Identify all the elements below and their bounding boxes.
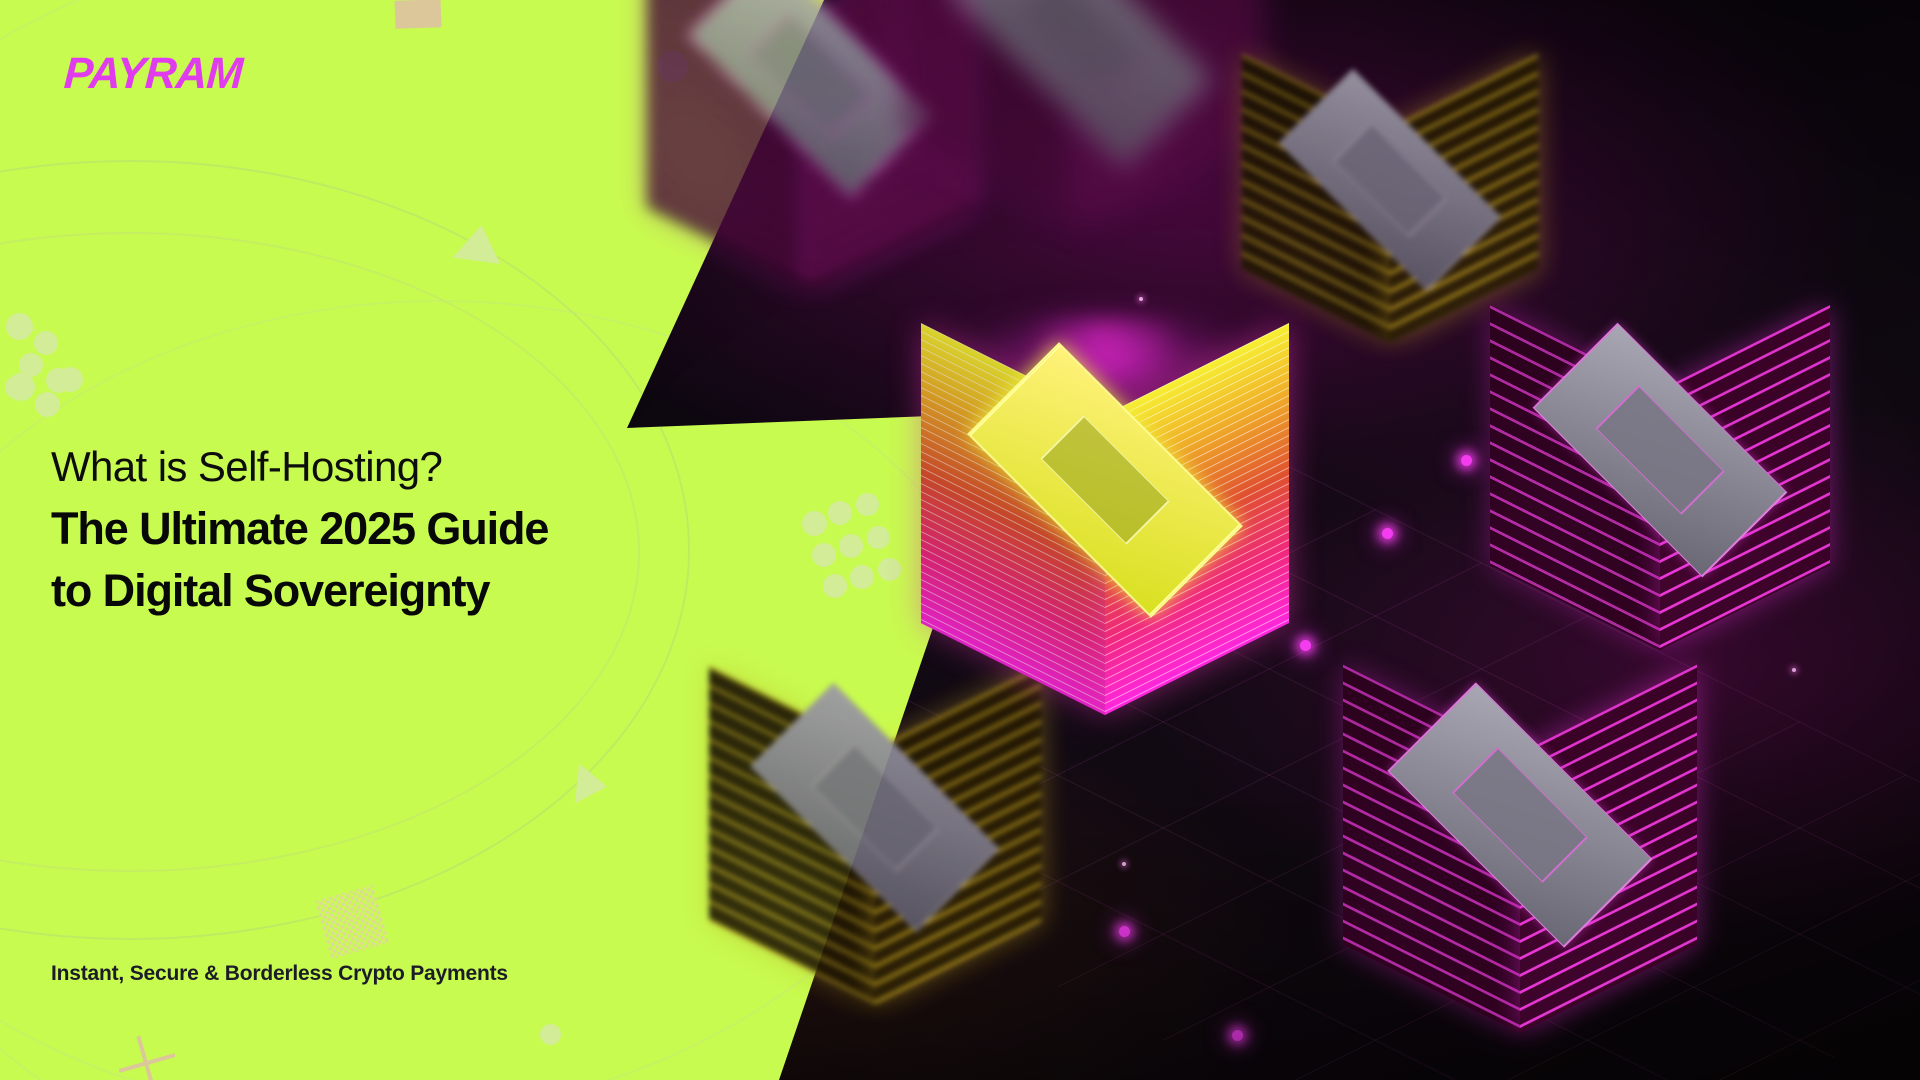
grid-node <box>1119 926 1130 937</box>
decorative-dot <box>850 565 874 589</box>
decorative-triangle <box>574 763 610 807</box>
decorative-dot <box>34 329 36 331</box>
grid-speck <box>1792 668 1796 672</box>
decorative-dot <box>802 511 827 536</box>
lightning-bolt-icon <box>51 60 68 90</box>
decorative-dot <box>46 368 71 393</box>
decorative-triangle <box>452 221 506 265</box>
grid-node <box>1461 455 1472 466</box>
decorative-dot <box>828 501 852 525</box>
grid-node <box>1300 640 1311 651</box>
decorative-dot <box>839 534 863 558</box>
page-title-line-2: to Digital Sovereignty <box>51 564 490 616</box>
decorative-dot <box>878 558 901 581</box>
decorative-dot <box>823 574 847 598</box>
headline-kicker: What is Self-Hosting? <box>51 443 443 490</box>
decorative-dot <box>34 331 58 355</box>
decorative-dot <box>867 526 890 549</box>
decorative-dot <box>35 392 60 417</box>
page-title-line-1: The Ultimate 2025 Guide <box>51 502 549 554</box>
decorative-dot <box>540 1024 561 1045</box>
grid-node <box>1382 528 1393 539</box>
page-title: The Ultimate 2025 Guide to Digital Sover… <box>51 498 811 622</box>
decorative-square <box>394 0 442 29</box>
decorative-dot <box>6 313 33 340</box>
brand-tagline: Instant, Secure & Borderless Crypto Paym… <box>51 962 508 985</box>
grid-speck <box>1139 297 1143 301</box>
decorative-dot <box>7 373 35 401</box>
grid-node <box>1232 1030 1243 1041</box>
grid-speck <box>1122 862 1126 866</box>
payram-logo[interactable]: PAYRAM <box>50 49 244 98</box>
decorative-dot <box>812 543 836 567</box>
payram-logo-text: PAYRAM <box>62 49 244 98</box>
decorative-dot <box>856 493 879 516</box>
headline-block: What is Self-Hosting? The Ultimate 2025 … <box>51 440 811 622</box>
